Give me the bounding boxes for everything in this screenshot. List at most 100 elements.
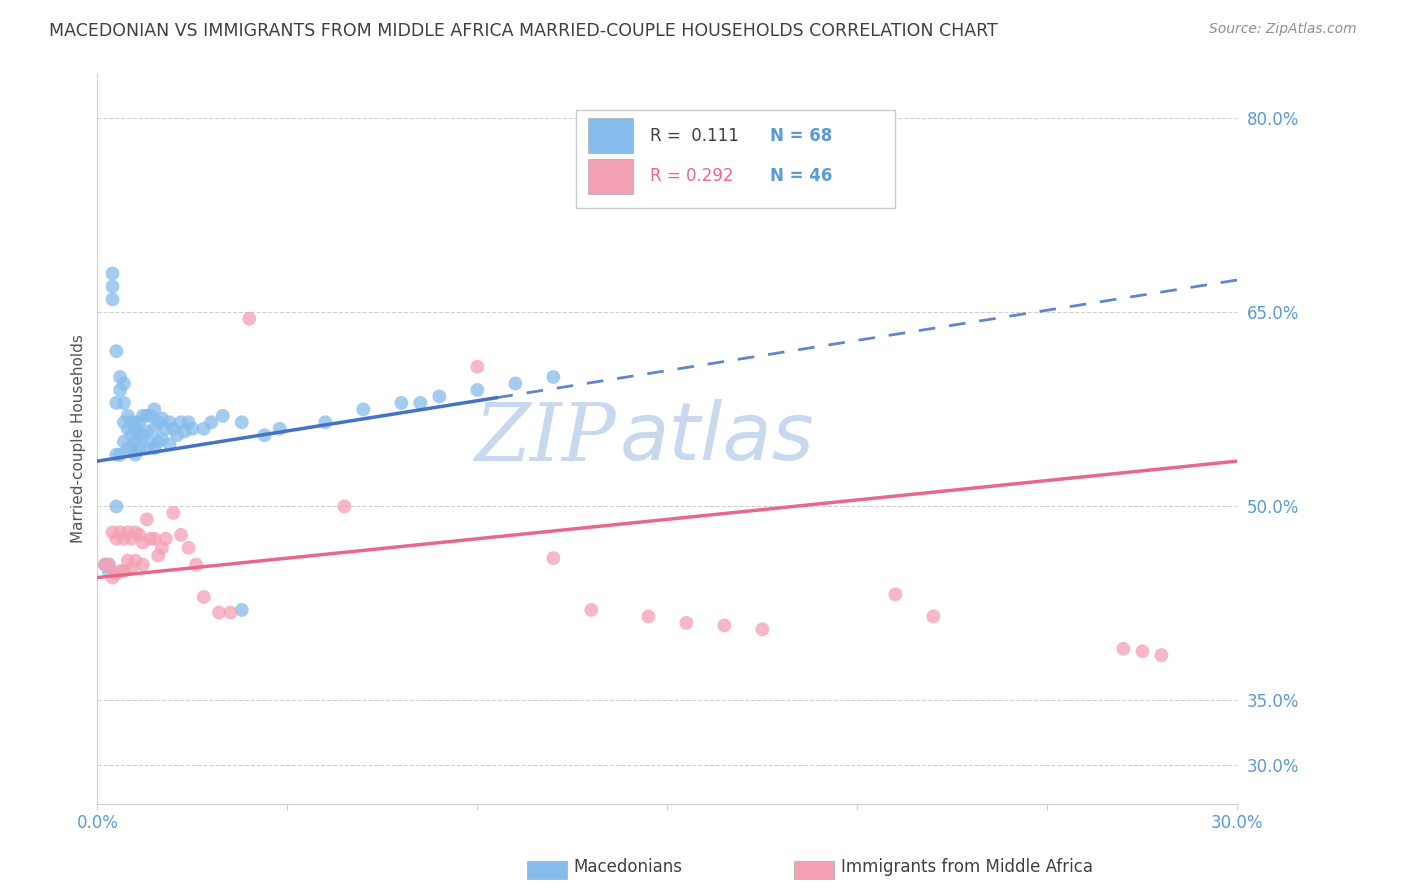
Point xyxy=(124,415,146,429)
Point xyxy=(128,428,150,442)
Point xyxy=(150,432,173,446)
Point xyxy=(101,267,124,281)
Point xyxy=(112,532,135,546)
Point xyxy=(314,415,336,429)
Point xyxy=(108,370,131,384)
Point xyxy=(253,428,276,442)
FancyBboxPatch shape xyxy=(576,110,896,208)
Point xyxy=(1132,644,1154,658)
Y-axis label: Married-couple Households: Married-couple Households xyxy=(72,334,86,543)
Point xyxy=(173,425,195,439)
Point xyxy=(543,551,565,566)
Point xyxy=(135,425,157,439)
Point xyxy=(139,409,162,423)
Point xyxy=(139,434,162,449)
Point xyxy=(389,396,412,410)
Point xyxy=(128,441,150,455)
Point xyxy=(333,500,356,514)
Point xyxy=(155,532,177,546)
Text: Macedonians: Macedonians xyxy=(574,858,683,876)
Point xyxy=(170,415,193,429)
Point xyxy=(409,396,432,410)
Point xyxy=(143,402,166,417)
Point xyxy=(124,422,146,436)
Point xyxy=(117,422,139,436)
Point xyxy=(121,532,143,546)
Point xyxy=(675,615,697,630)
Point xyxy=(112,376,135,391)
Point xyxy=(427,389,450,403)
Point xyxy=(121,441,143,455)
Point xyxy=(112,434,135,449)
Point xyxy=(101,293,124,307)
Point xyxy=(135,512,157,526)
Text: R = 0.292: R = 0.292 xyxy=(650,167,734,185)
Point xyxy=(231,415,253,429)
Point xyxy=(159,437,181,451)
Point xyxy=(467,383,489,397)
Point xyxy=(1150,648,1173,663)
Point xyxy=(121,428,143,442)
Point xyxy=(105,448,128,462)
Point xyxy=(124,448,146,462)
Point xyxy=(150,411,173,425)
Point xyxy=(146,434,169,449)
Point xyxy=(135,441,157,455)
Point xyxy=(505,376,527,391)
Point xyxy=(150,541,173,555)
Point xyxy=(186,558,208,572)
Point xyxy=(94,558,117,572)
Point xyxy=(543,370,565,384)
Point xyxy=(159,415,181,429)
Point xyxy=(143,441,166,455)
Point xyxy=(181,422,204,436)
Point xyxy=(97,558,120,572)
Point xyxy=(751,623,773,637)
Point xyxy=(97,564,120,578)
Point xyxy=(128,415,150,429)
Bar xyxy=(588,159,633,194)
Text: ZIP: ZIP xyxy=(474,400,616,477)
Point xyxy=(124,434,146,449)
Point xyxy=(231,603,253,617)
Point xyxy=(922,609,945,624)
Point xyxy=(166,428,188,442)
Point xyxy=(713,618,735,632)
Point xyxy=(124,554,146,568)
Point xyxy=(105,566,128,581)
Point xyxy=(121,561,143,575)
Point xyxy=(117,525,139,540)
Point xyxy=(269,422,291,436)
Point xyxy=(162,422,184,436)
Text: atlas: atlas xyxy=(620,400,814,477)
Point xyxy=(94,558,117,572)
Point xyxy=(139,532,162,546)
Point xyxy=(211,409,233,423)
Point xyxy=(170,528,193,542)
Point xyxy=(884,587,907,601)
Point xyxy=(121,415,143,429)
Point xyxy=(143,532,166,546)
Point xyxy=(132,409,155,423)
Point xyxy=(108,564,131,578)
Point xyxy=(177,415,200,429)
Point xyxy=(112,396,135,410)
Point xyxy=(637,609,659,624)
Bar xyxy=(588,119,633,153)
Point xyxy=(112,564,135,578)
Point xyxy=(108,525,131,540)
Point xyxy=(352,402,374,417)
Text: N = 46: N = 46 xyxy=(770,167,832,185)
Point xyxy=(155,422,177,436)
Point xyxy=(101,570,124,584)
Point xyxy=(117,554,139,568)
Point xyxy=(117,409,139,423)
Point xyxy=(132,428,155,442)
Point xyxy=(135,409,157,423)
Point xyxy=(200,415,222,429)
Point xyxy=(132,558,155,572)
Point xyxy=(193,590,215,604)
Point xyxy=(219,606,242,620)
Point xyxy=(193,422,215,436)
Point xyxy=(124,525,146,540)
